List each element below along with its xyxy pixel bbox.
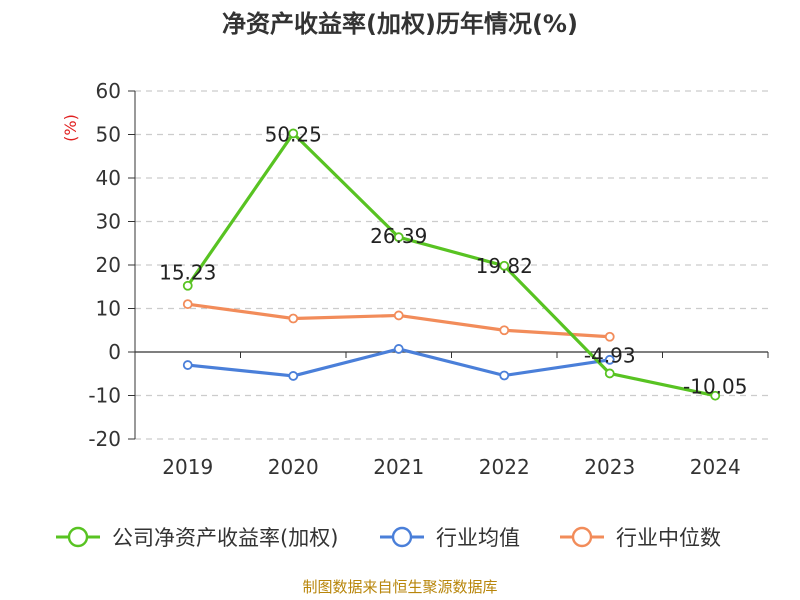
y-tick-label: -20	[88, 427, 121, 451]
axes: 60 50 40 30 20 10 0 -10 -20 2019 2020 2021 2022 2023 2…	[88, 79, 769, 479]
data-point[interactable]	[499, 370, 510, 381]
data-point[interactable]	[710, 390, 721, 401]
y-tick-label: -10	[88, 384, 121, 408]
y-tick-label: 50	[96, 123, 121, 147]
data-label: -4.93	[584, 343, 636, 367]
data-label: 26.39	[370, 224, 427, 248]
data-point[interactable]	[182, 299, 193, 310]
x-tick-label: 2021	[373, 455, 424, 479]
x-tick-label: 2019	[162, 455, 213, 479]
data-point[interactable]	[499, 325, 510, 336]
legend-label[interactable]: 行业中位数	[616, 526, 721, 550]
data-point[interactable]	[604, 331, 615, 342]
data-point[interactable]	[288, 313, 299, 324]
data-source-note: 制图数据来自恒生聚源数据库	[302, 578, 497, 596]
legend: 公司净资产收益率(加权) 行业均值 行业中位数	[56, 526, 721, 550]
x-tick-label: 2022	[479, 455, 530, 479]
y-axis-unit-label: (%)	[61, 114, 80, 142]
x-tick-label: 2020	[268, 455, 319, 479]
y-tick-label: 10	[96, 297, 121, 321]
y-tick-label: 0	[108, 340, 121, 364]
data-point[interactable]	[393, 232, 404, 243]
legend-swatch-marker	[391, 526, 413, 548]
legend-label[interactable]: 行业均值	[436, 526, 520, 550]
legend-label[interactable]: 公司净资产收益率(加权)	[112, 526, 338, 550]
data-label: 15.23	[159, 261, 216, 285]
y-tick-label: 20	[96, 253, 121, 277]
data-point[interactable]	[393, 310, 404, 321]
y-tick-label: 30	[96, 210, 121, 234]
series-layer	[182, 128, 721, 401]
data-point[interactable]	[182, 280, 193, 291]
data-point[interactable]	[393, 344, 404, 354]
legend-swatch-marker	[67, 526, 89, 548]
series-line	[186, 131, 717, 398]
data-point[interactable]	[288, 128, 299, 139]
x-tick-label: 2024	[690, 455, 741, 479]
y-tick-label: 40	[96, 166, 121, 190]
x-tick-label: 2023	[584, 455, 635, 479]
data-point[interactable]	[604, 368, 615, 379]
data-label: -10.05	[683, 375, 747, 399]
data-labels: 15.23 50.25 26.39 19.82 -4.93 -10.05	[159, 122, 747, 398]
data-point[interactable]	[288, 371, 299, 381]
data-point[interactable]	[499, 260, 510, 271]
data-point[interactable]	[182, 360, 193, 370]
data-label: 19.82	[476, 254, 533, 278]
chart-title: 净资产收益率(加权)历年情况(%)	[222, 10, 578, 38]
data-label: 50.25	[265, 122, 322, 146]
y-tick-label: 60	[96, 79, 121, 103]
legend-swatch-marker	[571, 526, 593, 548]
data-point[interactable]	[604, 354, 615, 365]
